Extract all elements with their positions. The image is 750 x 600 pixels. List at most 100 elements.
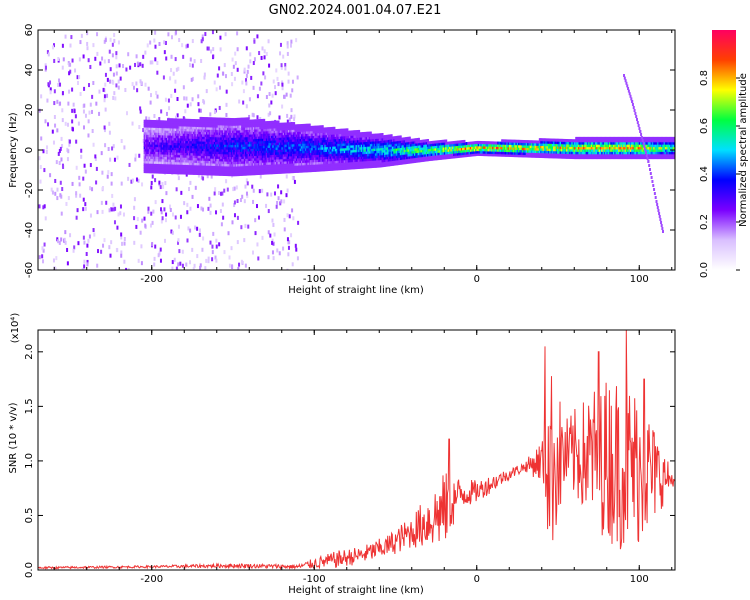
noise-cell bbox=[258, 189, 261, 194]
signal-cell bbox=[355, 144, 358, 148]
signal-cell bbox=[161, 146, 164, 150]
signal-cell bbox=[269, 128, 272, 132]
signal-cell bbox=[245, 172, 248, 176]
signal-cell bbox=[207, 167, 210, 171]
signal-cell bbox=[308, 128, 311, 132]
noise-cell bbox=[286, 51, 289, 56]
signal-cell bbox=[362, 160, 365, 164]
signal-cell bbox=[235, 120, 238, 124]
signal-cell bbox=[286, 167, 289, 171]
noise-cell bbox=[144, 223, 147, 228]
signal-cell bbox=[284, 132, 287, 136]
signal-cell bbox=[161, 139, 164, 143]
signal-cell bbox=[269, 142, 272, 146]
noise-cell bbox=[208, 196, 211, 201]
signal-cell bbox=[338, 164, 341, 168]
noise-cell bbox=[272, 222, 275, 227]
signal-cell bbox=[215, 136, 218, 140]
signal-cell bbox=[339, 133, 342, 137]
signal-cell bbox=[217, 129, 220, 133]
signal-cell bbox=[157, 168, 160, 172]
signal-cell bbox=[280, 129, 283, 133]
signal-cell bbox=[264, 149, 267, 153]
noise-cell bbox=[258, 51, 261, 56]
signal-cell bbox=[337, 133, 340, 137]
signal-cell bbox=[154, 156, 157, 160]
signal-cell bbox=[190, 159, 193, 163]
noise-cell bbox=[113, 32, 116, 37]
signal-cell bbox=[155, 132, 158, 136]
signal-cell bbox=[259, 164, 262, 168]
signal-cell bbox=[324, 144, 327, 148]
signal-cell bbox=[203, 141, 206, 145]
signal-cell bbox=[251, 169, 254, 173]
signal-cell bbox=[313, 161, 316, 165]
signal-cell bbox=[247, 129, 250, 133]
signal-cell bbox=[220, 139, 223, 143]
signal-cell bbox=[176, 171, 179, 175]
signal-cell bbox=[230, 166, 233, 170]
signal-cell bbox=[375, 150, 378, 154]
signal-cell bbox=[338, 143, 341, 147]
noise-cell bbox=[103, 125, 106, 130]
signal-cell bbox=[316, 125, 319, 129]
signal-cell bbox=[186, 171, 189, 175]
signal-cell bbox=[194, 145, 197, 149]
signal-cell bbox=[199, 128, 202, 132]
signal-cell bbox=[329, 158, 332, 162]
noise-cell bbox=[58, 148, 61, 153]
signal-cell bbox=[378, 145, 381, 149]
signal-cell bbox=[286, 165, 289, 169]
noise-cell bbox=[61, 65, 64, 70]
signal-cell bbox=[168, 163, 171, 167]
signal-cell bbox=[213, 119, 216, 123]
signal-cell bbox=[389, 160, 392, 164]
signal-cell bbox=[295, 131, 298, 135]
signal-cell bbox=[200, 157, 203, 161]
signal-cell bbox=[259, 152, 262, 156]
signal-cell bbox=[320, 134, 323, 138]
signal-cell bbox=[320, 132, 323, 136]
signal-cell bbox=[306, 166, 309, 170]
signal-cell bbox=[308, 169, 311, 173]
signal-cell bbox=[299, 124, 302, 128]
signal-cell bbox=[224, 163, 227, 167]
signal-cell bbox=[356, 166, 359, 170]
signal-cell bbox=[144, 119, 147, 123]
signal-cell bbox=[320, 137, 323, 141]
signal-cell bbox=[346, 159, 349, 163]
noise-cell bbox=[133, 205, 136, 210]
signal-cell bbox=[199, 119, 202, 123]
signal-cell bbox=[237, 165, 240, 169]
signal-cell bbox=[382, 135, 385, 139]
signal-cell bbox=[269, 137, 272, 141]
signal-cell bbox=[354, 149, 357, 153]
signal-cell bbox=[261, 123, 264, 127]
signal-cell bbox=[148, 129, 151, 133]
signal-cell bbox=[255, 162, 258, 166]
signal-cell bbox=[307, 128, 310, 132]
signal-cell bbox=[338, 162, 341, 166]
signal-cell bbox=[375, 147, 378, 151]
signal-cell bbox=[202, 167, 205, 171]
signal-cell bbox=[248, 136, 251, 140]
signal-cell bbox=[211, 117, 214, 121]
signal-cell bbox=[311, 145, 314, 149]
signal-cell bbox=[313, 128, 316, 132]
signal-cell bbox=[299, 162, 302, 166]
signal-cell bbox=[372, 138, 375, 142]
signal-cell bbox=[329, 160, 332, 164]
signal-cell bbox=[367, 131, 370, 135]
signal-cell bbox=[245, 165, 248, 169]
signal-cell bbox=[269, 140, 272, 144]
signal-cell bbox=[304, 159, 307, 163]
signal-cell bbox=[154, 136, 157, 140]
noise-cell bbox=[286, 119, 289, 124]
signal-cell bbox=[251, 157, 254, 161]
signal-cell bbox=[154, 158, 157, 162]
signal-cell bbox=[408, 141, 411, 145]
noise-cell bbox=[78, 57, 81, 62]
signal-cell bbox=[246, 126, 249, 130]
signal-cell bbox=[195, 169, 198, 173]
signal-cell bbox=[389, 153, 392, 157]
